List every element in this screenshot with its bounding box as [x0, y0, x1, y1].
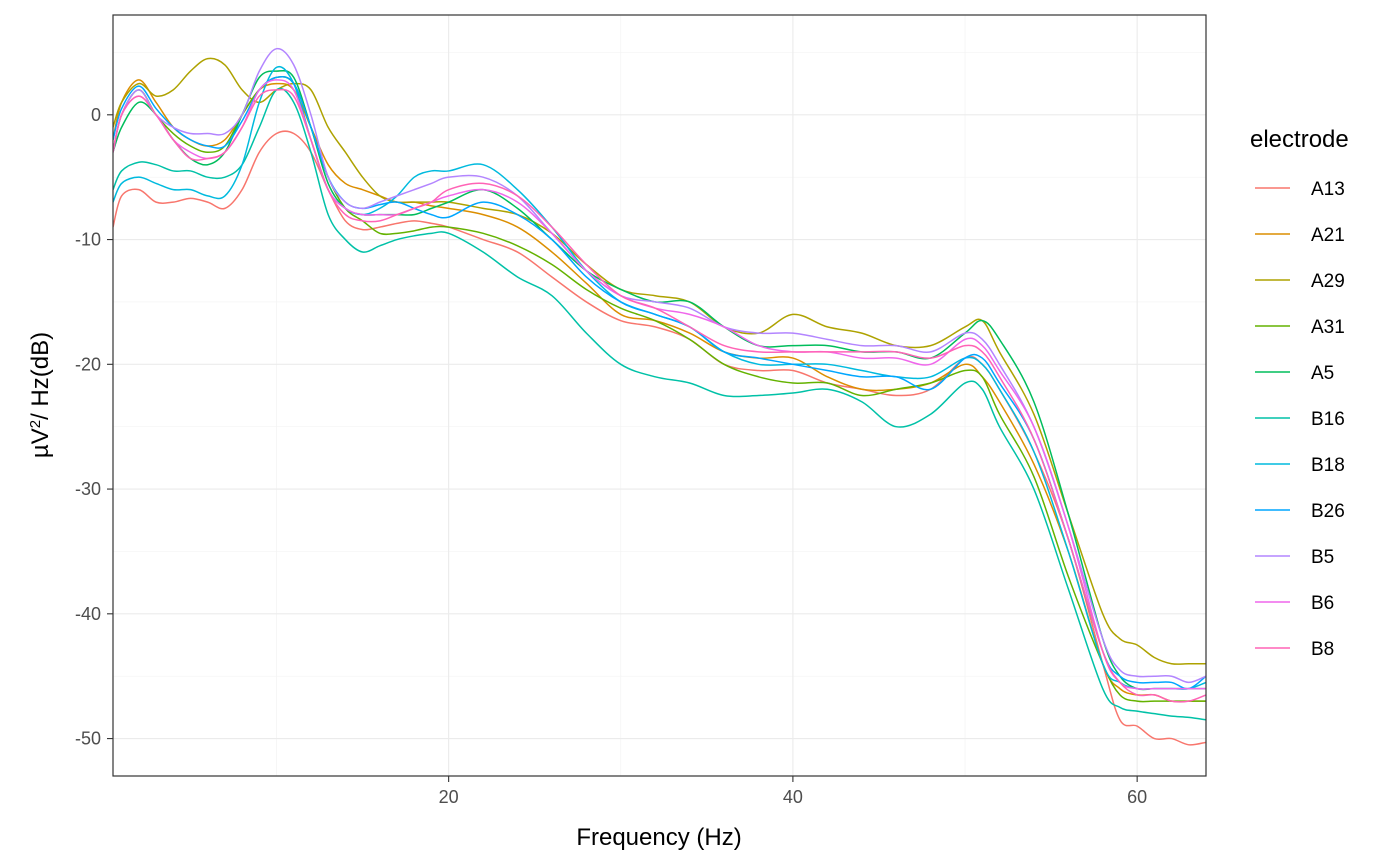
legend-label: A5: [1311, 363, 1334, 384]
y-axis-title: µV2/ Hz(dB): [27, 332, 55, 458]
legend-item-b5: B5: [1255, 547, 1334, 568]
y-axis-ticks: 0 -10 -20 -30 -40 -50: [75, 105, 113, 749]
legend-label: B26: [1311, 501, 1345, 522]
legend-label: B8: [1311, 639, 1334, 660]
y-tick-label: -30: [75, 479, 101, 499]
y-axis-title-rest: / Hz(dB): [27, 332, 54, 420]
legend-label: B5: [1311, 547, 1334, 568]
y-axis-title-sup: 2: [27, 420, 44, 428]
y-tick-label: -10: [75, 230, 101, 250]
legend-label: B6: [1311, 593, 1334, 614]
legend-label: A13: [1311, 179, 1345, 200]
series-line-b18: [113, 65, 1206, 690]
legend-title: electrode: [1250, 126, 1349, 153]
x-axis-title: Frequency (Hz): [576, 824, 741, 851]
legend-item-a5: A5: [1255, 363, 1334, 384]
y-tick-label: -40: [75, 604, 101, 624]
x-tick-label: 40: [783, 787, 803, 807]
legend-label: A31: [1311, 317, 1345, 338]
legend-item-a21: A21: [1255, 225, 1345, 246]
y-tick-label: -20: [75, 354, 101, 374]
legend-label: B18: [1311, 455, 1345, 476]
series-line-b16: [113, 87, 1206, 721]
series-layer: [113, 47, 1206, 746]
major-grid: [113, 15, 1206, 776]
legend-label: A29: [1311, 271, 1345, 292]
plot-panel: [113, 15, 1206, 776]
legend-item-b26: B26: [1255, 501, 1345, 522]
legend-item-b18: B18: [1255, 455, 1345, 476]
y-tick-label: 0: [91, 105, 101, 125]
series-line-a29: [113, 57, 1206, 665]
series-line-b8: [113, 88, 1206, 703]
legend: electrode A13 A21 A29 A31 A5 B16 B18 B26 B5 B6 B8: [1250, 126, 1349, 660]
x-axis-ticks: 20 40 60: [439, 776, 1147, 807]
legend-item-a31: A31: [1255, 317, 1345, 338]
legend-item-a29: A29: [1255, 271, 1345, 292]
legend-item-b16: B16: [1255, 409, 1345, 430]
legend-label: A21: [1311, 225, 1345, 246]
minor-grid: [113, 15, 1206, 776]
legend-item-b8: B8: [1255, 639, 1334, 660]
y-axis-title-base: µV: [27, 428, 54, 458]
plot-border: [112, 14, 1207, 777]
legend-item-b6: B6: [1255, 593, 1334, 614]
x-tick-label: 20: [439, 787, 459, 807]
legend-label: B16: [1311, 409, 1345, 430]
legend-item-a13: A13: [1255, 179, 1345, 200]
x-tick-label: 60: [1127, 787, 1147, 807]
y-tick-label: -50: [75, 729, 101, 749]
